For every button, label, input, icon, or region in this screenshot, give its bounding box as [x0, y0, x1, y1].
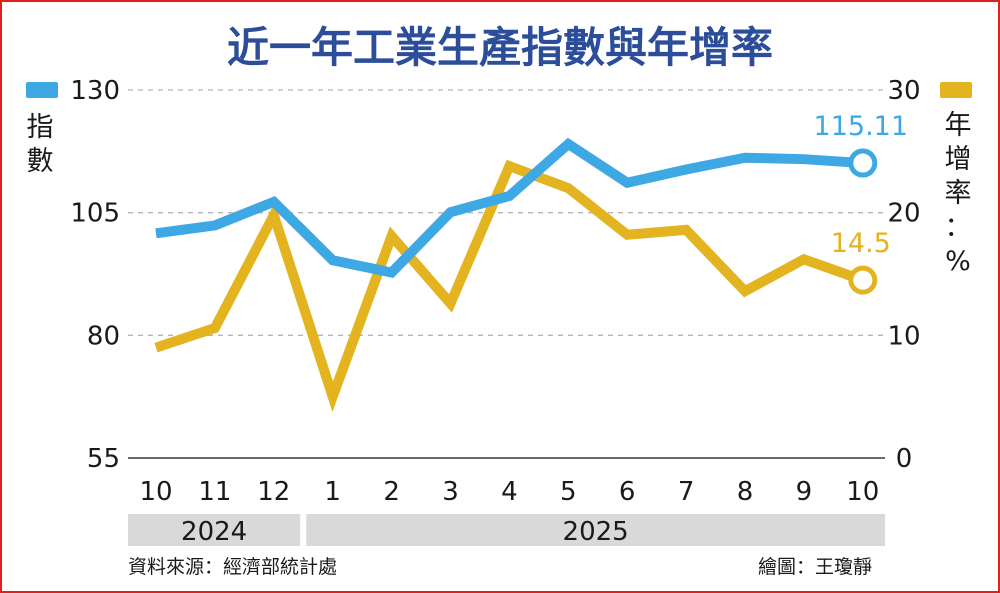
- x-tick-label: 6: [619, 477, 636, 507]
- year-band: [128, 514, 301, 546]
- x-axis-ticks: 10 11 12 1 2 3 4 5 6 7 8 9 10: [139, 477, 879, 507]
- right-tick-label: 10: [887, 321, 920, 351]
- series-group: 14.5 115.11: [154, 111, 908, 412]
- right-tick-label: 0: [896, 444, 913, 474]
- x-tick-label: 7: [678, 477, 695, 507]
- end-label-growth: 14.5: [831, 228, 891, 259]
- end-marker-index: [848, 148, 878, 178]
- series-line-growth: [154, 159, 865, 412]
- x-tick-label: 3: [442, 477, 459, 507]
- right-tick-label: 20: [887, 199, 920, 229]
- year-label: 2025: [563, 517, 629, 547]
- x-tick-label: 4: [501, 477, 518, 507]
- left-tick-label: 105: [70, 199, 120, 229]
- x-tick-label: 9: [796, 477, 813, 507]
- left-tick-label: 80: [87, 321, 120, 351]
- x-tick-label: 1: [324, 477, 341, 507]
- x-tick-label: 12: [257, 477, 290, 507]
- left-tick-label: 130: [70, 76, 120, 106]
- left-tick-label: 55: [87, 444, 120, 474]
- chart-title: 近一年工業生產指數與年增率: [227, 23, 773, 72]
- x-tick-label: 5: [560, 477, 577, 507]
- series-line-index: [155, 137, 864, 278]
- right-axis-ticks: 0 10 20 30: [887, 76, 920, 474]
- year-band: [306, 514, 885, 546]
- credit-note: 繪圖：王瓊靜: [758, 556, 872, 578]
- end-marker-growth: [848, 265, 878, 295]
- source-note: 資料來源：經濟部統計處: [128, 556, 337, 578]
- end-label-index: 115.11: [814, 111, 908, 142]
- legend-swatch-growth: [940, 82, 972, 98]
- x-tick-label: 11: [198, 477, 231, 507]
- x-tick-label: 10: [139, 477, 172, 507]
- right-tick-label: 30: [887, 76, 920, 106]
- grid-lines: [128, 89, 885, 459]
- left-axis-label: 指數: [27, 112, 54, 177]
- right-axis-label: 年增率：%: [945, 110, 972, 277]
- x-tick-label: 8: [737, 477, 754, 507]
- x-tick-label: 10: [846, 477, 879, 507]
- year-bands: 2024 2025: [128, 514, 885, 547]
- x-tick-label: 2: [383, 477, 400, 507]
- legend-swatch-index: [26, 82, 58, 98]
- left-axis-ticks: 55 80 105 130: [70, 76, 120, 474]
- year-label: 2024: [181, 517, 247, 547]
